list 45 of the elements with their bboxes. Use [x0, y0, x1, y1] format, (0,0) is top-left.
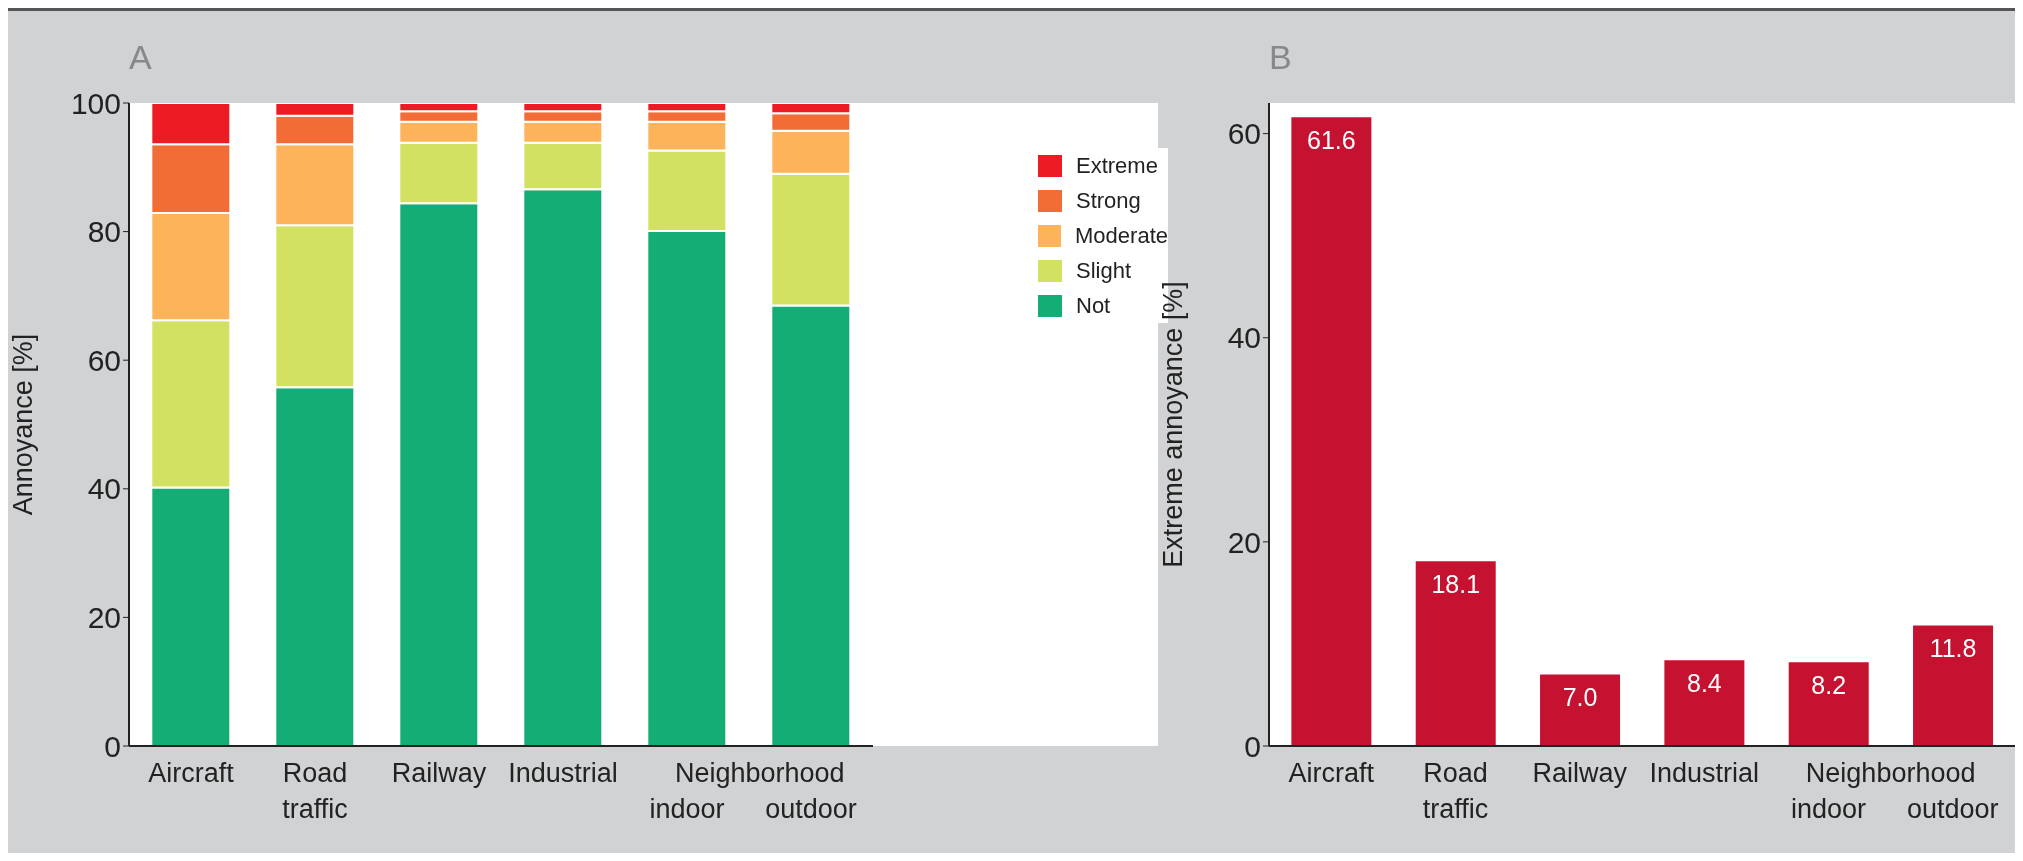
- data-label: 61.6: [1307, 126, 1356, 155]
- y-tick-label: 40: [1227, 321, 1261, 355]
- data-label: 7.0: [1562, 683, 1598, 712]
- legend-label: Slight: [1076, 257, 1132, 284]
- chart-title: B: [1269, 38, 1292, 77]
- text: Neighborhood: [675, 758, 845, 788]
- y-tick-label: 0: [104, 729, 121, 763]
- bar: [1540, 674, 1621, 746]
- y-tick-label: 60: [87, 343, 121, 377]
- x-tick-label: indoor: [1790, 794, 1867, 824]
- x-tick-label: Industrial: [1649, 758, 1759, 788]
- legend-label: Strong: [1076, 187, 1141, 214]
- y-tick-label: 40: [87, 472, 121, 506]
- legend-label: Moderate: [1075, 222, 1168, 249]
- chart-title: A: [129, 38, 152, 77]
- data-label: 11.8: [1929, 634, 1977, 663]
- legend-label: Extreme: [1076, 152, 1158, 179]
- data-label: 18.1: [1431, 570, 1481, 599]
- x-tick-label: Railway: [1532, 758, 1628, 788]
- x-tick-label: outdoor: [765, 794, 857, 824]
- y-tick-label: 20: [1227, 525, 1261, 559]
- data-label: 8.4: [1687, 669, 1722, 698]
- y-axis-title: Extreme annoyance [%]: [1157, 281, 1188, 568]
- data-label: 8.2: [1811, 671, 1847, 700]
- y-tick-label: 60: [1227, 117, 1261, 151]
- x-tick-label: Industrial: [508, 758, 618, 788]
- bar: [1664, 660, 1745, 746]
- y-axis-title: Annoyance [%]: [7, 333, 38, 516]
- x-tick-label: Aircraft: [1288, 758, 1375, 788]
- x-tick-label: Road traffic: [282, 758, 348, 824]
- bar: [1913, 625, 1994, 746]
- x-tick-label: Road traffic: [1422, 758, 1489, 824]
- bar: [1788, 662, 1869, 746]
- x-tick-label: indoor: [649, 794, 725, 824]
- x-tick-label: outdoor: [1907, 794, 1999, 824]
- text: Neighborhood: [1805, 758, 1976, 788]
- text: Not: [1076, 292, 1111, 318]
- y-tick-label: 100: [70, 86, 121, 120]
- y-tick-label: 20: [87, 601, 121, 635]
- bar: [1291, 117, 1372, 746]
- x-tick-label: Railway: [391, 758, 487, 788]
- x-tick-label: Aircraft: [148, 758, 235, 788]
- y-tick-label: 0: [1244, 729, 1261, 763]
- bar: [1415, 561, 1496, 746]
- y-tick-label: 80: [87, 215, 121, 249]
